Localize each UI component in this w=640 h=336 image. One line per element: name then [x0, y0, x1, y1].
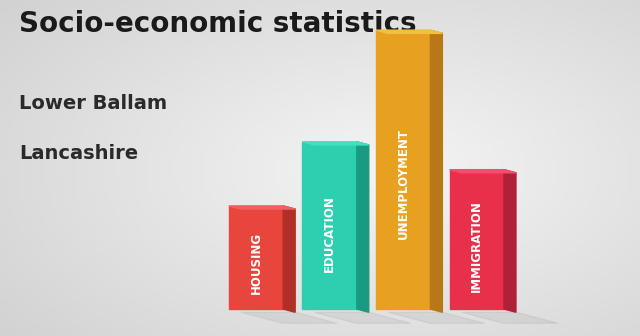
Text: IMMIGRATION: IMMIGRATION: [470, 201, 483, 292]
Text: Lancashire: Lancashire: [19, 144, 138, 164]
Polygon shape: [450, 170, 516, 173]
Polygon shape: [376, 30, 442, 33]
Polygon shape: [388, 312, 484, 323]
Polygon shape: [504, 170, 516, 312]
Text: HOUSING: HOUSING: [250, 232, 262, 294]
Polygon shape: [430, 30, 442, 312]
Polygon shape: [229, 206, 295, 209]
Text: Socio-economic statistics: Socio-economic statistics: [19, 10, 417, 38]
Polygon shape: [450, 170, 504, 309]
Polygon shape: [303, 142, 357, 309]
Text: UNEMPLOYMENT: UNEMPLOYMENT: [397, 128, 410, 239]
Polygon shape: [314, 312, 411, 323]
Text: Lower Ballam: Lower Ballam: [19, 94, 167, 113]
Polygon shape: [357, 142, 369, 312]
Polygon shape: [376, 30, 430, 309]
Polygon shape: [241, 312, 337, 323]
Polygon shape: [229, 206, 283, 309]
Polygon shape: [283, 206, 295, 312]
Polygon shape: [303, 142, 369, 145]
Text: EDUCATION: EDUCATION: [323, 196, 336, 272]
Polygon shape: [461, 312, 558, 323]
